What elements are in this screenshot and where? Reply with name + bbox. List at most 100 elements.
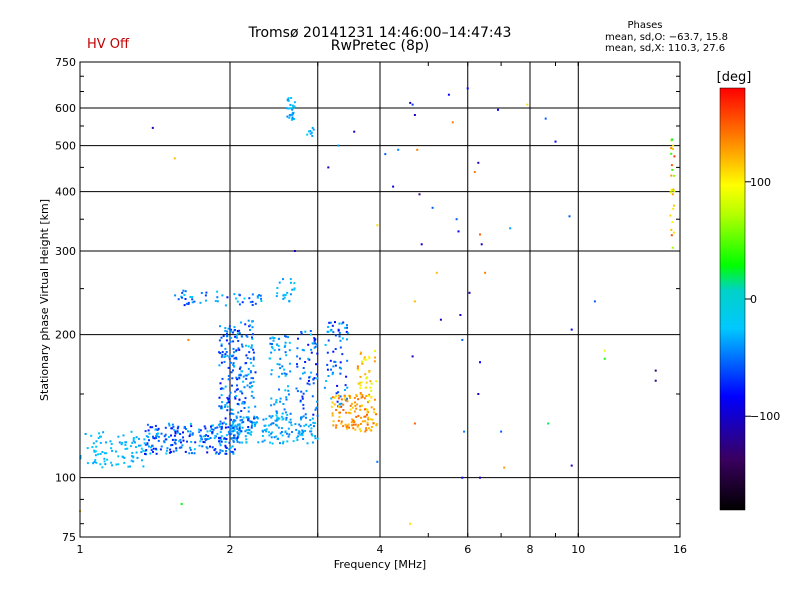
data-point (250, 424, 253, 427)
data-point (413, 422, 416, 425)
data-point (172, 450, 175, 453)
data-point (360, 381, 363, 384)
data-point (311, 134, 314, 137)
data-point (312, 413, 315, 416)
hv-status-label: HV Off (87, 37, 129, 52)
data-point (392, 185, 395, 188)
data-point (139, 444, 142, 447)
data-point (95, 461, 98, 464)
data-point (241, 301, 244, 304)
data-point (220, 344, 223, 347)
data-point (154, 428, 157, 431)
data-point (291, 116, 294, 119)
data-point (316, 377, 319, 380)
data-point (250, 433, 252, 436)
data-point (270, 345, 273, 348)
data-point (90, 434, 93, 437)
data-point (330, 405, 333, 408)
data-point (229, 340, 232, 343)
data-point (461, 476, 464, 479)
data-point (256, 295, 259, 298)
data-point (346, 332, 349, 335)
data-point (186, 440, 188, 443)
data-point (118, 441, 121, 444)
data-point (251, 336, 253, 339)
data-point (109, 440, 112, 443)
data-point (188, 435, 191, 438)
data-point (270, 404, 273, 407)
data-point (356, 425, 359, 428)
data-point (182, 436, 184, 439)
data-point (171, 423, 174, 426)
data-point (235, 376, 238, 379)
data-point (248, 351, 251, 354)
data-point (239, 419, 242, 422)
data-point (287, 435, 290, 438)
data-point (361, 394, 364, 397)
data-point (220, 405, 223, 408)
data-point (283, 345, 286, 348)
data-point (241, 392, 244, 395)
data-point (220, 438, 223, 441)
data-point (310, 348, 313, 351)
data-point (344, 398, 347, 401)
data-point (187, 338, 190, 341)
data-point (296, 365, 299, 368)
data-point (346, 424, 349, 427)
data-point (286, 291, 289, 294)
data-point (199, 429, 202, 432)
data-point (176, 431, 179, 434)
data-point (339, 361, 342, 364)
data-point (671, 168, 674, 171)
data-point (249, 386, 252, 389)
data-point (299, 433, 302, 436)
data-point (99, 441, 102, 444)
data-point (292, 105, 295, 108)
data-point (298, 423, 301, 426)
data-point (227, 401, 230, 404)
data-point (258, 294, 261, 297)
data-point (284, 431, 287, 434)
data-point (361, 404, 363, 407)
data-point (156, 428, 159, 431)
data-point (281, 365, 284, 368)
data-point (309, 423, 312, 426)
data-point (374, 349, 376, 352)
data-point (354, 428, 357, 431)
data-point (247, 410, 250, 413)
data-point (268, 357, 271, 360)
data-point (94, 450, 97, 453)
data-point (251, 385, 253, 388)
data-point (346, 326, 348, 329)
data-point (296, 355, 299, 358)
data-point (222, 335, 225, 337)
data-point (228, 325, 231, 328)
data-point (284, 294, 287, 297)
data-point (468, 291, 471, 294)
data-point (340, 398, 343, 401)
data-point (355, 395, 358, 398)
data-point (232, 452, 235, 455)
data-point (313, 422, 316, 425)
data-point (275, 410, 278, 413)
data-point (295, 436, 298, 439)
data-point (170, 434, 172, 437)
data-point (347, 423, 350, 426)
data-point (301, 397, 304, 400)
data-point (263, 439, 266, 442)
data-point (276, 411, 279, 414)
data-point (95, 445, 98, 448)
data-point (276, 416, 279, 419)
data-point (218, 442, 221, 445)
data-point (309, 132, 312, 135)
data-point (287, 427, 290, 430)
data-point (307, 357, 310, 360)
data-point (333, 396, 336, 399)
data-point (238, 423, 241, 426)
data-point (312, 382, 315, 385)
data-point (227, 398, 230, 401)
data-point (193, 452, 196, 455)
data-point (361, 362, 364, 365)
data-point (245, 362, 248, 364)
data-point (241, 426, 244, 429)
